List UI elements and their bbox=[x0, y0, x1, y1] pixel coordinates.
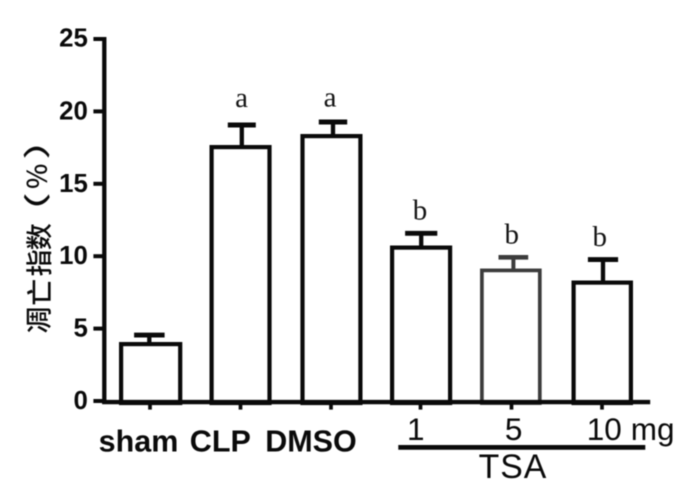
svg-text:b: b bbox=[504, 219, 519, 251]
svg-text:CLP: CLP bbox=[190, 425, 251, 459]
svg-text:sham: sham bbox=[99, 425, 179, 459]
svg-text:5: 5 bbox=[505, 411, 523, 447]
svg-text:TSA: TSA bbox=[479, 448, 548, 486]
svg-text:b: b bbox=[593, 221, 608, 253]
svg-text:a: a bbox=[324, 82, 337, 114]
svg-text:5: 5 bbox=[73, 315, 87, 343]
svg-text:20: 20 bbox=[59, 98, 88, 126]
svg-text:b: b bbox=[413, 194, 428, 226]
svg-text:15: 15 bbox=[59, 170, 88, 198]
svg-text:mg: mg bbox=[631, 411, 675, 447]
svg-text:1: 1 bbox=[407, 411, 425, 447]
svg-text:a: a bbox=[235, 82, 248, 114]
svg-text:25: 25 bbox=[59, 25, 88, 53]
svg-text:0: 0 bbox=[73, 387, 87, 415]
svg-text:DMSO: DMSO bbox=[265, 425, 357, 459]
svg-text:10: 10 bbox=[59, 242, 88, 270]
svg-text:10: 10 bbox=[587, 411, 622, 447]
